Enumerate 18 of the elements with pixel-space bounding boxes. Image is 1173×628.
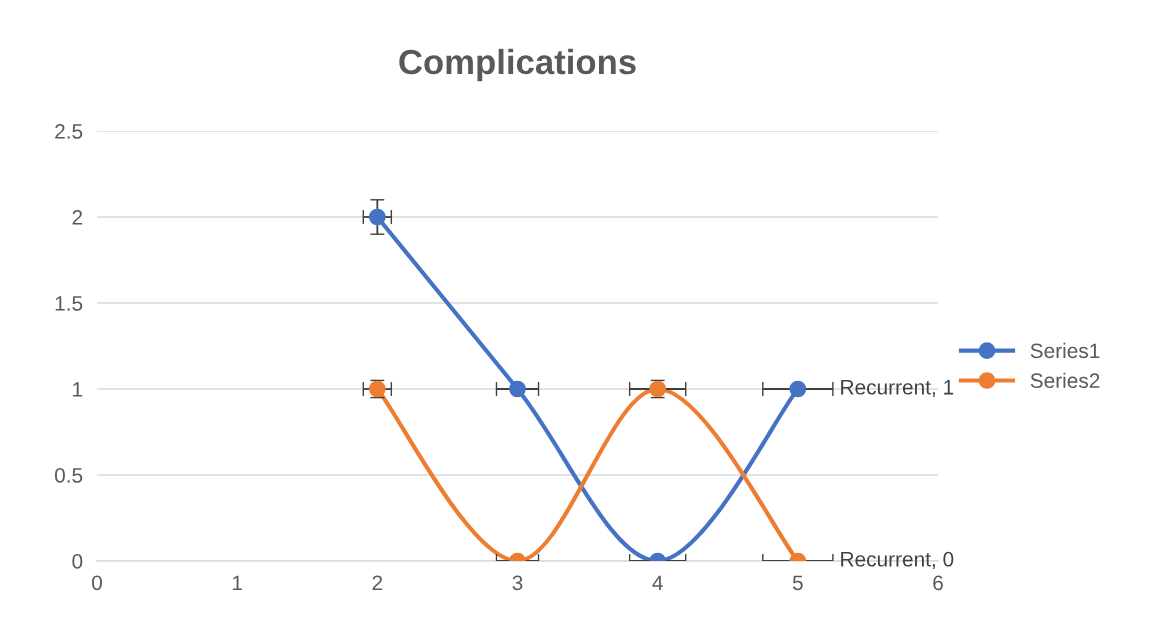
annotation: Recurrent, 1: [841, 380, 954, 398]
y-tick-label: 0.5: [54, 468, 83, 483]
y-tick-label: 1: [73, 382, 83, 397]
legend-label: Series1: [1030, 342, 1100, 359]
annotation: Recurrent, 0: [841, 551, 954, 570]
x-tick-label: 1: [232, 575, 242, 590]
x-tick-label: 2: [372, 575, 383, 590]
x-tick-label: 5: [792, 575, 803, 591]
y-tick-label: 2.5: [55, 124, 83, 139]
chart-title: Complications: [399, 48, 636, 82]
x-tick-label: 3: [512, 575, 523, 591]
y-tick-label: 0: [72, 554, 83, 569]
x-tick-label: 6: [933, 575, 943, 591]
legend-label: Series2: [1030, 372, 1100, 389]
y-tick-label: 1.5: [55, 296, 83, 311]
y-tick-label: 2: [72, 210, 83, 225]
x-tick-label: 0: [92, 575, 102, 591]
x-tick-label: 4: [652, 575, 663, 590]
